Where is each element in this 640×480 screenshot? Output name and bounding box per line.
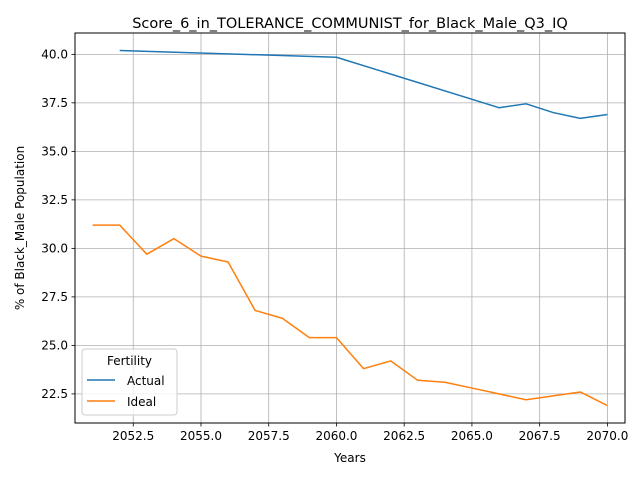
series-lines — [92, 49, 608, 407]
x-tick-label: 2067.5 — [519, 429, 561, 443]
y-tick-label: 22.5 — [41, 387, 68, 401]
x-tick-label: 2065.0 — [451, 429, 493, 443]
legend-title: Fertility — [107, 354, 152, 368]
y-axis-ticks: 22.5 25.0 27.5 30.0 32.5 35.0 37.5 40.0 — [41, 48, 75, 401]
x-axis-ticks: 2052.5 2055.0 2057.5 2060.0 2062.5 2065.0 2067… — [112, 423, 628, 443]
legend: Fertility Actual Ideal — [81, 348, 178, 416]
y-tick-label: 32.5 — [41, 193, 68, 207]
y-tick-label: 35.0 — [41, 145, 68, 159]
y-tick-label: 40.0 — [41, 48, 68, 62]
legend-label-actual: Actual — [127, 374, 165, 388]
series-line-actual — [119, 49, 608, 120]
y-tick-label: 30.0 — [41, 242, 68, 256]
series-line-ideal — [92, 224, 608, 407]
x-tick-label: 2055.0 — [180, 429, 222, 443]
y-tick-label: 27.5 — [41, 290, 68, 304]
y-tick-label: 37.5 — [41, 96, 68, 110]
x-axis-label: Years — [333, 451, 366, 465]
grid-lines — [75, 33, 625, 423]
x-tick-label: 2060.0 — [315, 429, 357, 443]
y-tick-label: 25.0 — [41, 339, 68, 353]
legend-label-ideal: Ideal — [127, 395, 156, 409]
x-tick-label: 2070.0 — [586, 429, 628, 443]
x-tick-label: 2052.5 — [112, 429, 154, 443]
plot-frame — [74, 32, 626, 424]
legend-box — [81, 348, 178, 416]
x-tick-label: 2057.5 — [248, 429, 290, 443]
chart-title: Score_6_in_TOLERANCE_COMMUNIST_for_Black… — [132, 16, 568, 32]
y-axis-label: % of Black_Male Population — [13, 146, 27, 310]
x-tick-label: 2062.5 — [383, 429, 425, 443]
